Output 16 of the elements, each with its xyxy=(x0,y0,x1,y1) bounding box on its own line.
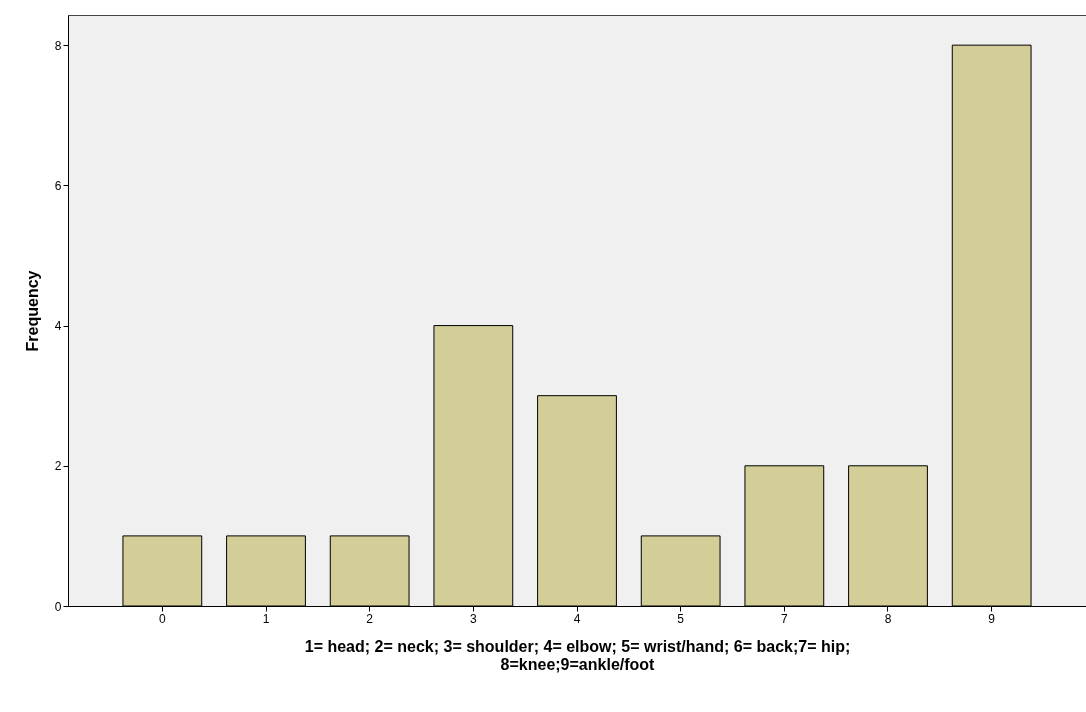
x-tick-label: 1 xyxy=(262,611,270,626)
x-tick-label: 4 xyxy=(573,611,581,626)
y-tick-label: 8 xyxy=(54,38,62,53)
x-tick-label: 2 xyxy=(366,611,374,626)
y-axis-title: Frequency xyxy=(23,270,41,352)
y-tick-label: 2 xyxy=(54,459,62,474)
y-tick-label: 6 xyxy=(54,178,62,193)
x-tick-label: 7 xyxy=(780,611,788,626)
x-tick-label: 5 xyxy=(677,611,685,626)
y-tick-label: 0 xyxy=(54,599,62,614)
x-tick-label: 3 xyxy=(469,611,477,626)
x-tick-label: 9 xyxy=(988,611,996,626)
y-tick-label: 4 xyxy=(54,319,62,334)
x-tick-label: 8 xyxy=(884,611,892,626)
x-tick-label: 0 xyxy=(158,611,166,626)
x-axis-title: 1= head; 2= neck; 3= shoulder; 4= elbow; 5= wrist/hand; 6= back;7= hip; 8=knee;9=ankle/foot xyxy=(304,637,851,673)
